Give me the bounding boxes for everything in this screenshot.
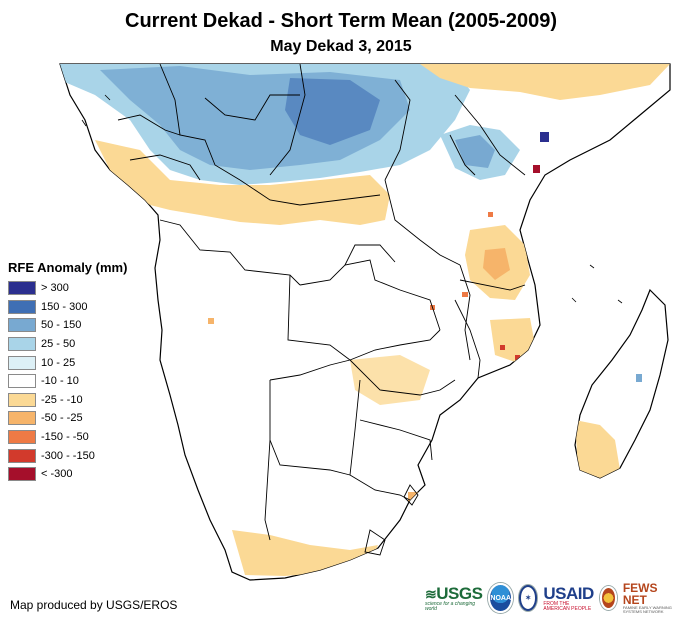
legend-item: -25 - -10 bbox=[8, 391, 127, 410]
anomaly-patch bbox=[636, 374, 642, 382]
agency-logos: ≋USGS science for a changing world NOAA … bbox=[425, 582, 682, 614]
islands bbox=[81, 94, 623, 304]
legend-item: -10 - 10 bbox=[8, 372, 127, 391]
dry-anomaly-band bbox=[95, 140, 390, 225]
anomaly-patch bbox=[500, 345, 505, 350]
usgs-tagline: science for a changing world bbox=[425, 600, 476, 612]
legend-label: < -300 bbox=[41, 468, 73, 481]
legend-swatch bbox=[8, 411, 36, 426]
legend-item: -50 - -25 bbox=[8, 409, 127, 428]
wet-anomaly-150-300 bbox=[285, 78, 380, 145]
dry-anomaly-tanzania-strong bbox=[483, 248, 510, 280]
usaid-tagline: FROM THE AMERICAN PEOPLE bbox=[543, 600, 592, 612]
rainfall-anomaly-map bbox=[59, 63, 671, 581]
legend-swatch bbox=[8, 392, 36, 407]
legend-swatch bbox=[8, 448, 36, 463]
noaa-seal-text: NOAA bbox=[490, 594, 512, 602]
anomaly-patch bbox=[462, 292, 468, 297]
legend-label: -25 - -10 bbox=[41, 393, 83, 406]
legend-label: 10 - 25 bbox=[41, 356, 76, 369]
legend-item: > 300 bbox=[8, 279, 127, 298]
country-borders bbox=[117, 63, 526, 556]
anomaly-patch bbox=[408, 492, 418, 502]
legend-item: -150 - -50 bbox=[8, 428, 127, 447]
fews-logo-word: FEWS NET bbox=[622, 581, 658, 607]
legend-label: 25 - 50 bbox=[41, 338, 76, 351]
legend-item: < -300 bbox=[8, 465, 127, 484]
map-credit: Map produced by USGS/EROS bbox=[10, 598, 178, 612]
dry-anomaly-zimbabwe bbox=[350, 355, 430, 405]
madagascar-anomaly-layer bbox=[575, 374, 642, 478]
dry-anomaly-northeast bbox=[420, 64, 670, 100]
legend-swatch bbox=[8, 299, 36, 314]
usaid-logo: USAID FROM THE AMERICAN PEOPLE bbox=[543, 583, 594, 612]
fews-logo: FEWS NET FAMINE EARLY WARNING SYSTEMS NE… bbox=[623, 582, 682, 614]
legend-swatch bbox=[8, 318, 36, 333]
map-subtitle: May Dekad 3, 2015 bbox=[270, 38, 412, 55]
legend-swatch bbox=[8, 355, 36, 370]
anomaly-patch bbox=[533, 165, 540, 173]
usaid-seal-icon: ✶ bbox=[519, 585, 538, 611]
noaa-seal-icon: NOAA bbox=[488, 583, 514, 613]
dry-anomaly-mozambique bbox=[490, 318, 535, 362]
legend: RFE Anomaly (mm) > 300 150 - 300 50 - 150 2… bbox=[8, 260, 127, 484]
legend-item: 25 - 50 bbox=[8, 335, 127, 354]
legend-item: 50 - 150 bbox=[8, 316, 127, 335]
legend-label: > 300 bbox=[41, 282, 69, 295]
anomaly-layer bbox=[60, 64, 670, 576]
legend-label: -300 - -150 bbox=[41, 449, 95, 462]
fews-seal-icon bbox=[599, 586, 617, 610]
legend-label: 150 - 300 bbox=[41, 300, 88, 313]
legend-swatch bbox=[8, 337, 36, 352]
legend-label: -150 - -50 bbox=[41, 431, 89, 444]
legend-swatch bbox=[8, 430, 36, 445]
legend-swatch bbox=[8, 467, 36, 482]
usgs-logo: ≋USGS science for a changing world bbox=[425, 583, 483, 612]
fews-tagline: FAMINE EARLY WARNING SYSTEMS NETWORK bbox=[622, 605, 672, 614]
dry-anomaly-madagascar bbox=[575, 420, 620, 478]
legend-label: 50 - 150 bbox=[41, 319, 82, 332]
anomaly-patch bbox=[515, 355, 520, 360]
wet-anomaly-east-core bbox=[455, 135, 495, 168]
wave-icon: ≋ bbox=[425, 585, 437, 602]
legend-swatch bbox=[8, 374, 36, 389]
legend-items: > 300 150 - 300 50 - 150 25 - 50 10 - 25 -10 … bbox=[8, 279, 127, 484]
anomaly-patch bbox=[488, 212, 493, 217]
legend-swatch bbox=[8, 281, 36, 296]
anomaly-patch bbox=[208, 318, 214, 324]
legend-label: -50 - -25 bbox=[41, 412, 83, 425]
legend-title: RFE Anomaly (mm) bbox=[8, 260, 128, 275]
legend-item: 10 - 25 bbox=[8, 353, 127, 372]
legend-item: 150 - 300 bbox=[8, 298, 127, 317]
legend-item: -300 - -150 bbox=[8, 446, 127, 465]
usaid-logo-word: USAID bbox=[543, 583, 594, 603]
map-title: Current Dekad - Short Term Mean (2005-20… bbox=[125, 10, 557, 32]
legend-label: -10 - 10 bbox=[41, 375, 79, 388]
usgs-logo-word: USGS bbox=[436, 583, 483, 603]
anomaly-patch bbox=[540, 132, 549, 142]
